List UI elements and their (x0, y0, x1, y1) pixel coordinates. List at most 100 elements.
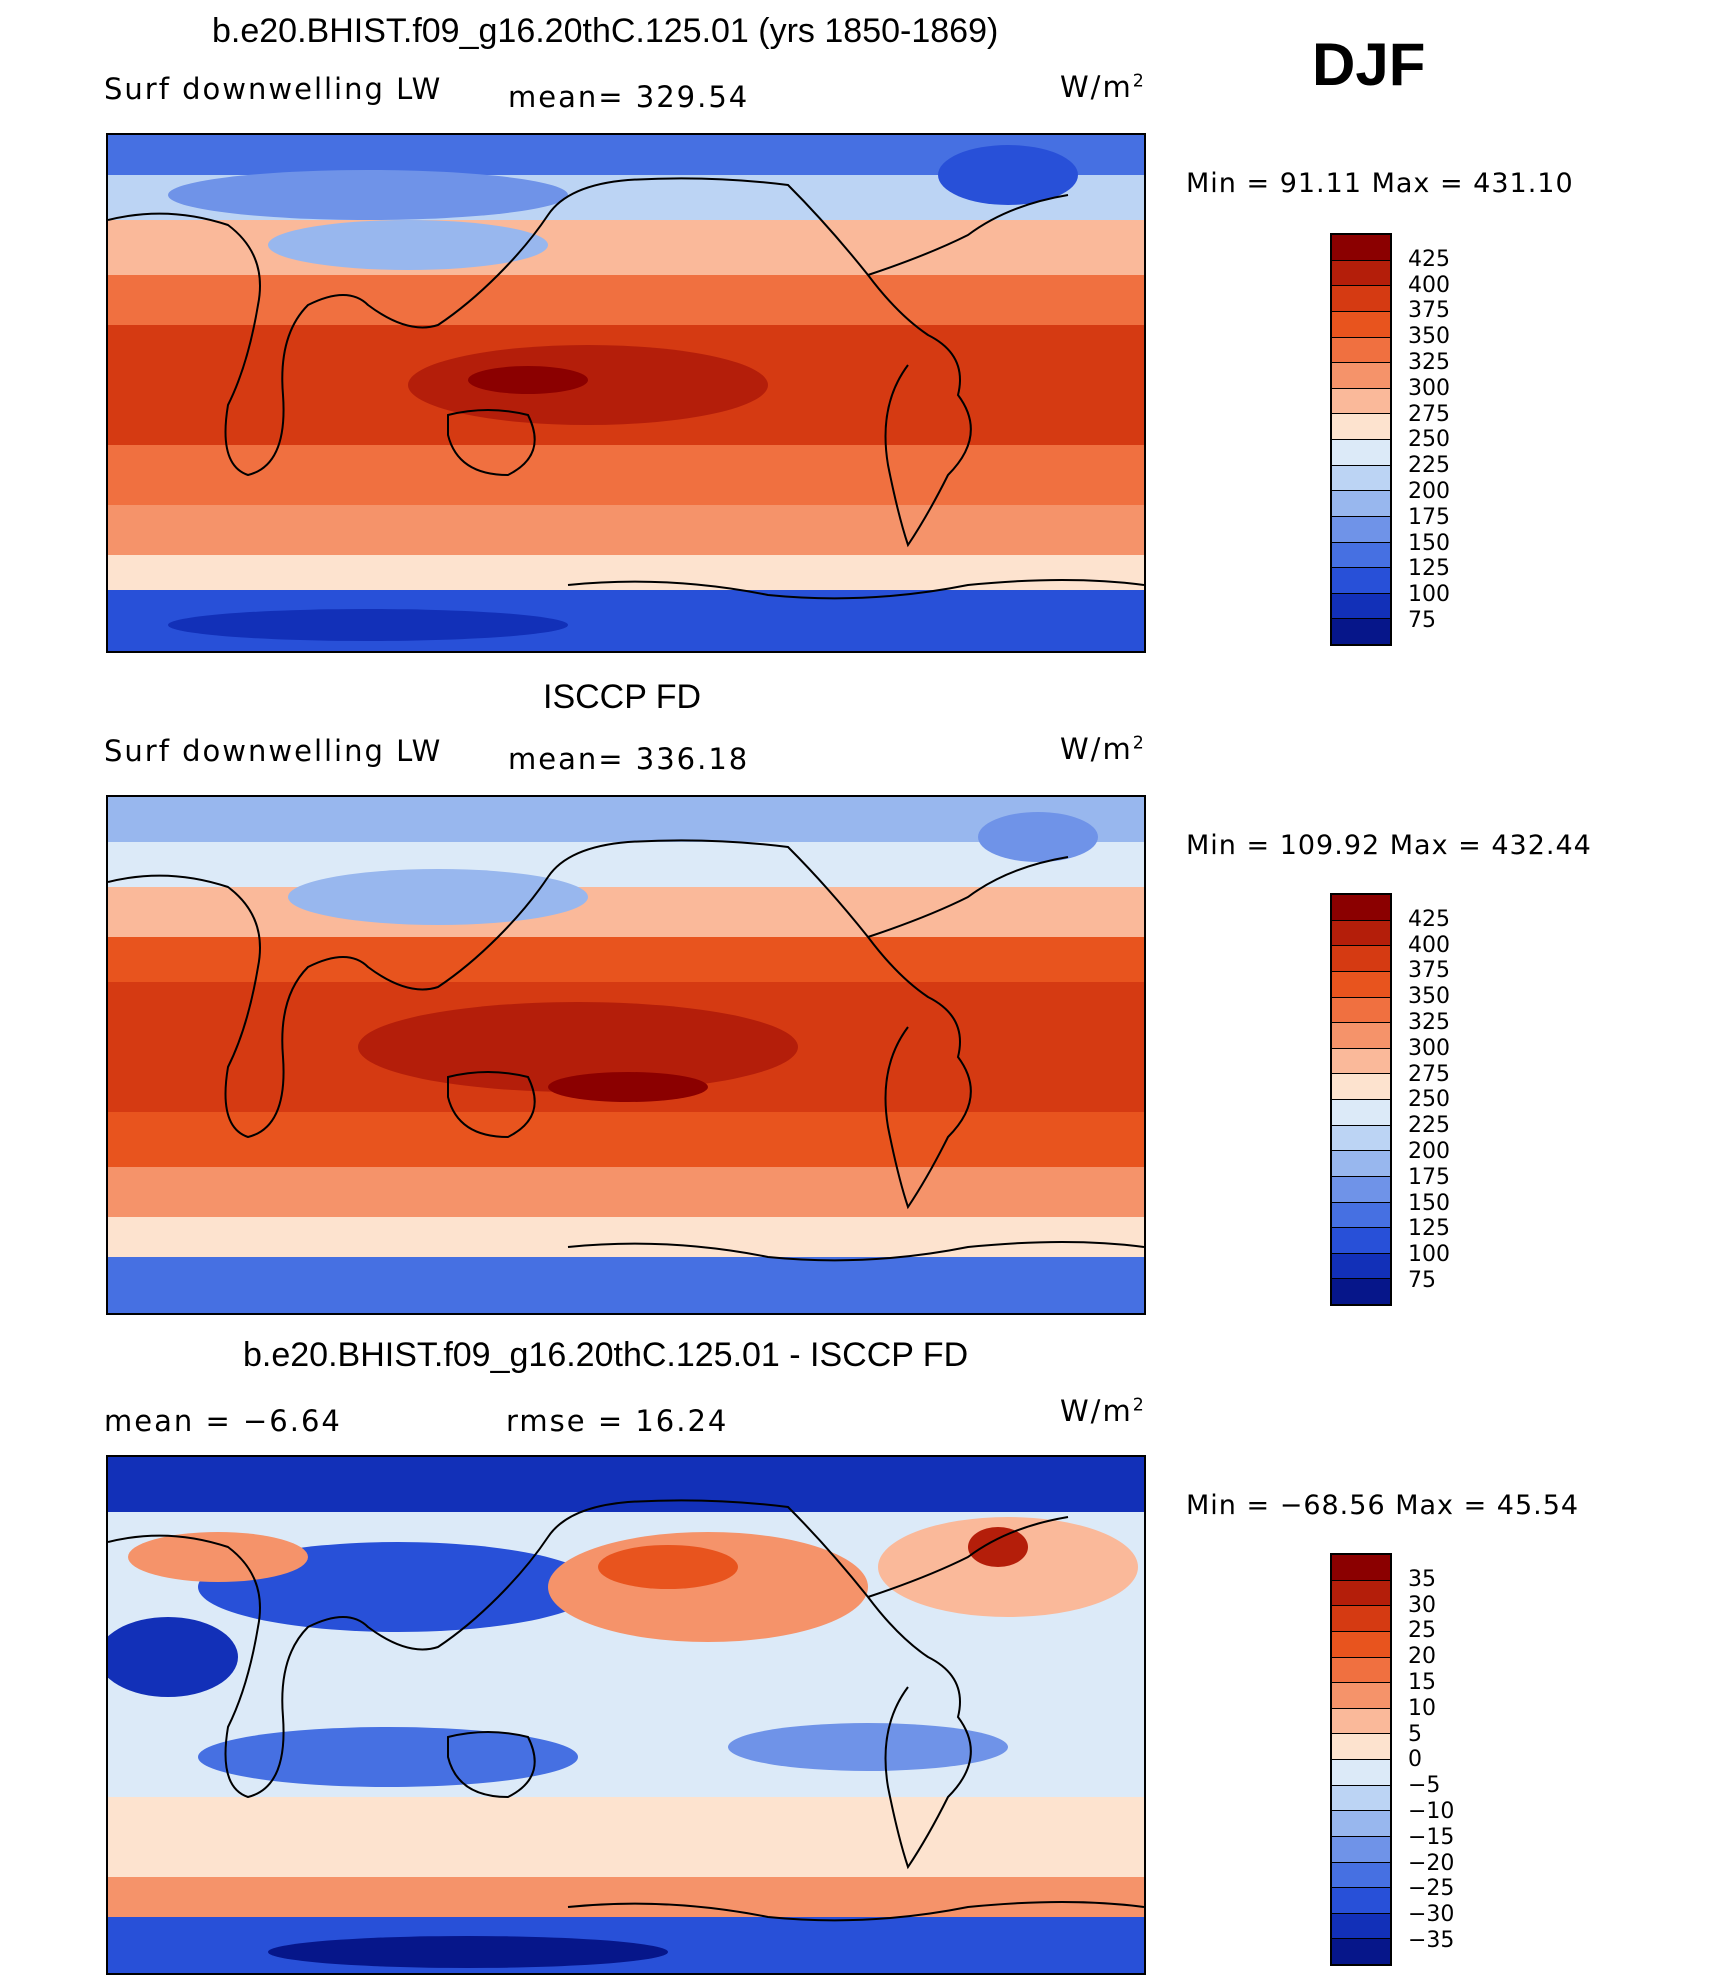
panel-1-swatch (1332, 388, 1390, 415)
panel-3-tick: 5 (1408, 1722, 1422, 1747)
panel-2-swatch (1332, 1074, 1390, 1100)
panel-3-minmax: Min = −68.56 Max = 45.54 (1186, 1490, 1580, 1521)
panel-3-rmse-label: rmse = 16.24 (506, 1404, 729, 1438)
panel-1-swatch (1332, 414, 1390, 440)
panel-1-swatch (1332, 516, 1390, 543)
panel-2-tick: 250 (1408, 1087, 1450, 1112)
panel-1-swatch (1332, 286, 1390, 312)
panel-3-swatch (1332, 1683, 1390, 1709)
panel-2-tick: 350 (1408, 984, 1450, 1009)
panel-3-sahara-negative (108, 1617, 238, 1697)
panel-3-gulfstream (968, 1527, 1028, 1567)
panel-2-mean-label: mean= 336.18 (508, 742, 750, 776)
panel-1-tick: 200 (1408, 479, 1450, 504)
panel-3-swatch (1332, 1734, 1390, 1760)
panel-1-swatch (1332, 440, 1390, 466)
panel-1-warm-core (468, 366, 588, 394)
panel-2-tick: 75 (1408, 1268, 1436, 1293)
panel-3-title: b.e20.BHIST.f09_g16.20thC.125.01 - ISCCP… (243, 1336, 969, 1374)
panel-2-tick: 175 (1408, 1165, 1450, 1190)
panel-3-swatch (1332, 1606, 1390, 1632)
panel-2-swatch (1332, 1228, 1390, 1254)
panel-3-tick: 0 (1408, 1747, 1422, 1772)
panel-2-band-nsub (108, 937, 1144, 982)
panel-3-swatch (1332, 1836, 1390, 1863)
season-label: DJF (1312, 31, 1426, 98)
panel-2-tick: 300 (1408, 1036, 1450, 1061)
panel-2-swatch (1332, 1048, 1390, 1075)
panel-3-swatch (1332, 1657, 1390, 1684)
panel-2-tick: 200 (1408, 1139, 1450, 1164)
panel-3-npacific-core (598, 1545, 738, 1589)
panel-2-warm-core (548, 1072, 708, 1102)
panel-1-tick: 275 (1408, 402, 1450, 427)
panel-1-band-ssub (108, 445, 1144, 505)
panel-1-swatch (1332, 568, 1390, 594)
panel-3-tick: 25 (1408, 1618, 1436, 1643)
panel-3-npacific-positive (548, 1532, 868, 1642)
panel-1-units: W/m2 (1060, 70, 1146, 104)
panel-2-colorbar (1330, 893, 1392, 1306)
panel-2-map-svg (108, 797, 1144, 1313)
panel-1-band-shigh (108, 555, 1144, 590)
panel-3-map (106, 1455, 1146, 1975)
panel-3-map-svg (108, 1457, 1144, 1973)
panel-3-band-smid (108, 1797, 1144, 1877)
panel-2-band-arctic (108, 797, 1144, 842)
panel-2-coastlines (108, 839, 1144, 1262)
panel-1-siberia-cold (168, 170, 568, 220)
panel-2-tick: 125 (1408, 1216, 1450, 1241)
panel-1-tick: 225 (1408, 453, 1450, 478)
panel-3-colorbar (1330, 1553, 1392, 1966)
panel-1-title: b.e20.BHIST.f09_g16.20thC.125.01 (yrs 18… (212, 12, 999, 50)
panel-2-swatch (1332, 920, 1390, 947)
panel-3-swatch (1332, 1939, 1390, 1964)
panel-3-tick: 35 (1408, 1567, 1436, 1592)
panel-3-swatch (1332, 1785, 1390, 1812)
panel-1-swatch (1332, 619, 1390, 644)
panel-3-swatch (1332, 1862, 1390, 1889)
panel-3-tick: 15 (1408, 1670, 1436, 1695)
panel-2-swatch (1332, 1202, 1390, 1229)
panel-2-asia-cold (288, 869, 588, 925)
panel-2-swatch (1332, 1279, 1390, 1304)
panel-2-tick: 325 (1408, 1010, 1450, 1035)
panel-1-band-nsub (108, 275, 1144, 325)
panel-1-tick: 100 (1408, 582, 1450, 607)
panel-2-tick: 400 (1408, 933, 1450, 958)
panel-1-variable-label: Surf downwelling LW (104, 72, 443, 106)
panel-1-colorbar (1330, 233, 1392, 646)
panel-1-band-smid (108, 505, 1144, 555)
panel-2-swatch (1332, 895, 1390, 921)
panel-3-swatch (1332, 1760, 1390, 1786)
panel-1-warm-pool (408, 345, 768, 425)
panel-1-tick: 175 (1408, 505, 1450, 530)
panel-1-tick: 325 (1408, 350, 1450, 375)
panel-1-asia-cold (268, 220, 548, 270)
panel-3-tick: 10 (1408, 1696, 1436, 1721)
panel-2-swatch (1332, 946, 1390, 972)
panel-3-mean-label: mean = −6.64 (104, 1404, 342, 1438)
panel-3-swatch (1332, 1888, 1390, 1914)
panel-3-swatch (1332, 1631, 1390, 1658)
panel-1-tick: 250 (1408, 427, 1450, 452)
panel-1-swatch (1332, 465, 1390, 492)
panel-1-band-nmid (108, 220, 1144, 275)
panel-2-swatch (1332, 1151, 1390, 1177)
panel-2-variable-label: Surf downwelling LW (104, 734, 443, 768)
panel-2-tick: 100 (1408, 1242, 1450, 1267)
panel-2-band-shigh (108, 1217, 1144, 1257)
panel-1-swatch (1332, 593, 1390, 620)
panel-3-tick: −20 (1408, 1851, 1455, 1876)
panel-3-tick: 20 (1408, 1644, 1436, 1669)
panel-1-swatch (1332, 235, 1390, 261)
panel-1-tick: 375 (1408, 298, 1450, 323)
panel-1-minmax: Min = 91.11 Max = 431.10 (1186, 168, 1574, 199)
panel-2-minmax: Min = 109.92 Max = 432.44 (1186, 830, 1592, 861)
panel-1-swatch (1332, 260, 1390, 287)
panel-3-tick: 30 (1408, 1593, 1436, 1618)
panel-2-warm-pool (358, 1002, 798, 1092)
panel-3-band-shigh (108, 1877, 1144, 1917)
panel-3-tick: −15 (1408, 1825, 1455, 1850)
panel-3-europe-positive (128, 1532, 308, 1582)
